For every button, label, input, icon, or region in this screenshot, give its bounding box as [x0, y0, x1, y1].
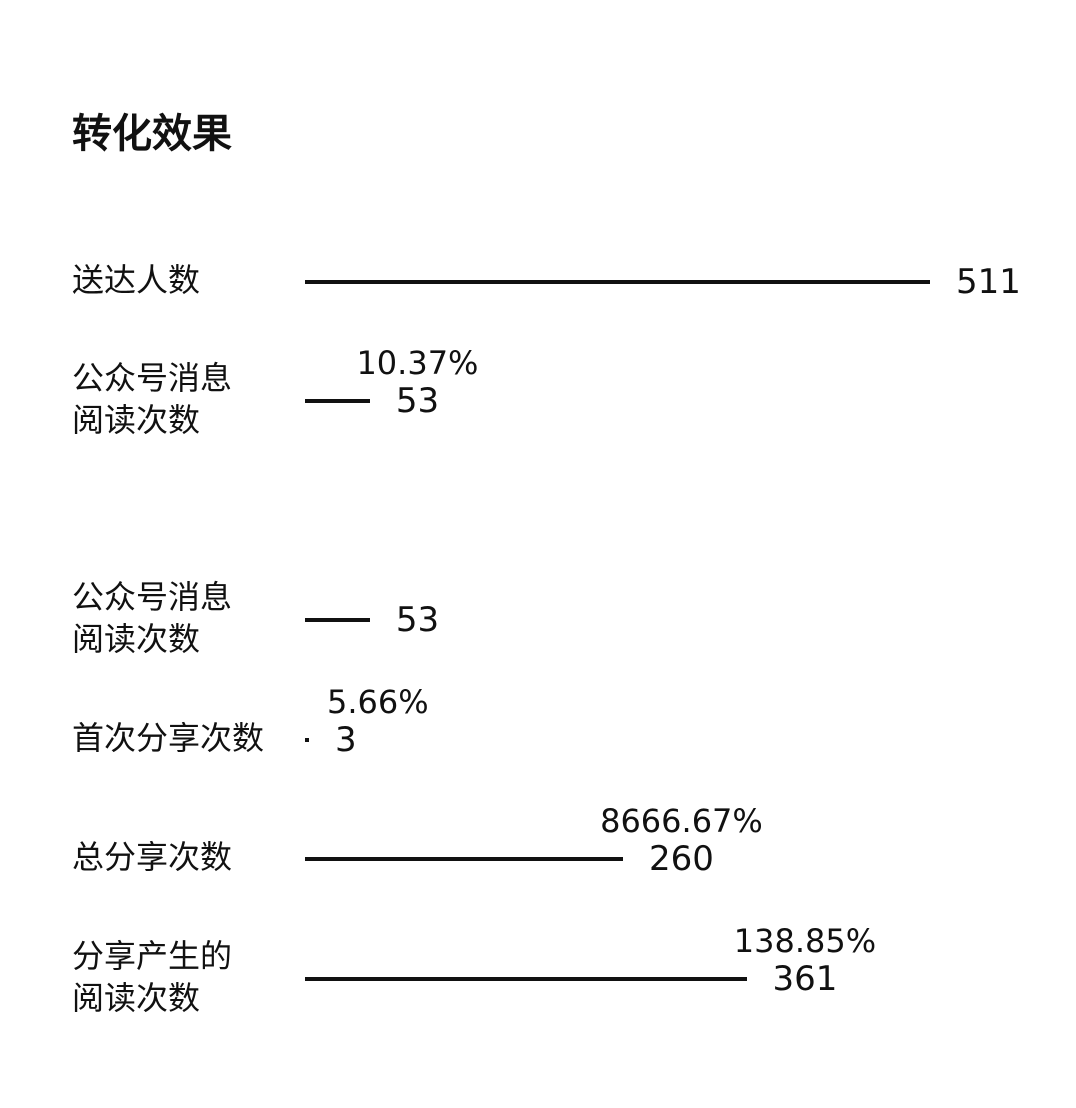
- category-label-line: 首次分享次数: [72, 719, 265, 757]
- category-label-line: 总分享次数: [72, 838, 233, 876]
- conversion-rate-label: 8666.67%: [600, 802, 763, 840]
- category-label-line: 阅读次数: [72, 979, 201, 1017]
- category-label-line: 阅读次数: [72, 620, 201, 658]
- category-label: 公众号消息 阅读次数: [72, 357, 232, 441]
- bar: [305, 738, 309, 742]
- category-label: 公众号消息 阅读次数: [72, 576, 232, 660]
- conversion-rate-label: 5.66%: [327, 683, 429, 721]
- value-label: 361: [772, 959, 838, 999]
- category-label: 送达人数: [72, 259, 200, 301]
- bar: [305, 399, 370, 403]
- bar: [305, 280, 930, 284]
- category-label-line: 公众号消息: [72, 578, 233, 616]
- value-label: 53: [395, 381, 440, 421]
- category-label: 总分享次数: [72, 836, 232, 878]
- bar: [305, 857, 623, 861]
- category-label-line: 送达人数: [72, 261, 201, 299]
- category-label: 分享产生的 阅读次数: [72, 935, 232, 1019]
- chart-title: 转化效果: [72, 111, 232, 157]
- conversion-rate-label: 138.85%: [733, 922, 877, 960]
- category-label-line: 公众号消息: [72, 359, 233, 397]
- category-label: 首次分享次数: [72, 717, 264, 759]
- value-label: 260: [649, 839, 714, 879]
- category-label-line: 分享产生的: [72, 937, 233, 975]
- category-label-line: 阅读次数: [72, 401, 201, 439]
- conversion-rate-label: 10.37%: [356, 344, 479, 382]
- value-label: 3: [335, 720, 357, 760]
- value-label: 53: [395, 600, 440, 640]
- bar: [305, 618, 370, 622]
- value-label: 511: [956, 262, 1021, 302]
- bar: [305, 977, 747, 981]
